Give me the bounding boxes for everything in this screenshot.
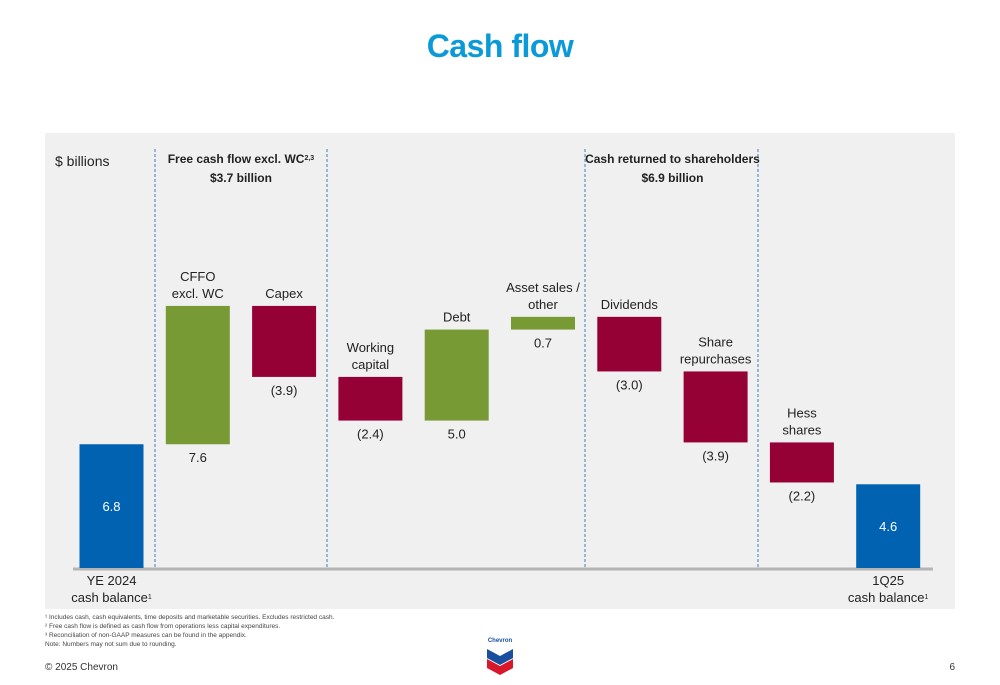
- category-label-1-line-2: cash balance1: [71, 590, 152, 605]
- chevron-logo: Chevron: [482, 638, 518, 678]
- value-label-2: 7.6: [189, 450, 207, 465]
- category-label-9-line-2: shares: [782, 422, 822, 437]
- category-label-1-line-1: YE 2024: [87, 573, 137, 588]
- value-label-9: (2.2): [789, 488, 816, 503]
- footnote-1: ¹ Includes cash, cash equivalents, time …: [45, 614, 335, 621]
- footnote-note: Note: Numbers may not sum due to roundin…: [45, 641, 177, 648]
- value-label-5: 5.0: [448, 427, 466, 442]
- value-label-4: (2.4): [357, 427, 384, 442]
- value-label-3: (3.9): [271, 383, 298, 398]
- category-label-7-line-1: Dividends: [601, 297, 659, 312]
- category-label-9-line-1: Hess: [787, 405, 817, 420]
- value-label-8: (3.9): [702, 448, 729, 463]
- page-number: 6: [949, 662, 955, 673]
- group-title-1: Free cash flow excl. WC2,3: [168, 152, 315, 166]
- category-label-4-line-1: Working: [347, 340, 394, 355]
- bar-6: [511, 316, 575, 330]
- category-label-2-line-2: excl. WC: [172, 286, 224, 301]
- value-label-10: 4.6: [879, 519, 897, 534]
- copyright: © 2025 Chevron: [45, 662, 118, 673]
- page-title: Cash flow: [426, 28, 574, 64]
- category-label-8-line-2: repurchases: [680, 351, 752, 366]
- footnote-2: ² Free cash flow is defined as cash flow…: [45, 623, 281, 630]
- bar-4: [338, 376, 403, 421]
- chevron-chevrons-icon: [487, 649, 513, 675]
- footnotes: ¹ Includes cash, cash equivalents, time …: [45, 613, 334, 649]
- bar-10: [856, 484, 921, 568]
- unit-label: $ billions: [55, 153, 109, 169]
- bar-2: [165, 305, 230, 445]
- group-title-2: Cash returned to shareholders: [585, 152, 760, 166]
- bar-3: [252, 305, 317, 377]
- value-label-7: (3.0): [616, 377, 643, 392]
- category-label-3-line-1: Capex: [265, 286, 303, 301]
- waterfall-chart: $ billions Free cash flow excl. WC2,3 $3.7…: [55, 149, 933, 605]
- category-label-4-line-2: capital: [352, 357, 390, 372]
- bar-5: [424, 329, 489, 421]
- category-label-6-line-2: other: [528, 297, 558, 312]
- group-subtitle-2: $6.9 billion: [641, 171, 703, 185]
- category-label-5-line-1: Debt: [443, 310, 471, 325]
- category-label-10-line-2: cash balance1: [848, 590, 929, 605]
- category-label-6-line-1: Asset sales /: [506, 280, 580, 295]
- bar-1: [79, 444, 144, 568]
- logo-text: Chevron: [487, 638, 513, 644]
- footnote-3: ³ Reconciliation of non-GAAP measures ca…: [45, 632, 247, 639]
- value-label-6: 0.7: [534, 336, 552, 351]
- bar-7: [597, 316, 662, 372]
- chart-panel: $ billions Free cash flow excl. WC2,3 $3.7…: [45, 133, 955, 609]
- category-label-2-line-1: CFFO: [180, 269, 215, 284]
- value-label-1: 6.8: [102, 499, 120, 514]
- category-label-8-line-1: Share: [698, 334, 733, 349]
- bar-9: [769, 442, 834, 483]
- category-label-10-line-1: 1Q25: [872, 573, 904, 588]
- group-subtitle-1: $3.7 billion: [210, 171, 272, 185]
- bar-8: [683, 371, 748, 443]
